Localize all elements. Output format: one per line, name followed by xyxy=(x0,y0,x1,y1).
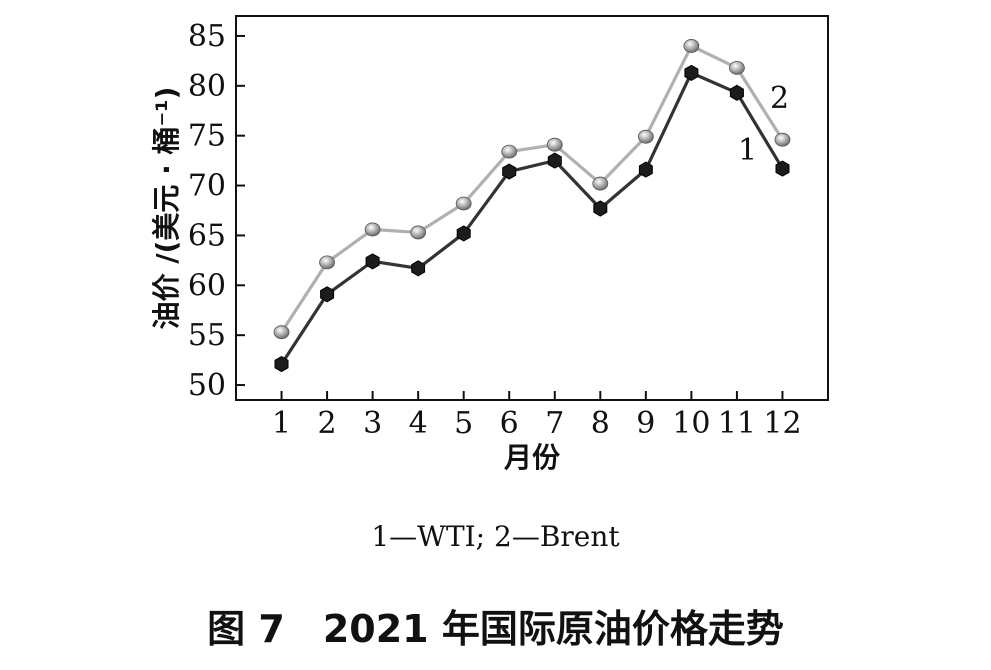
x-tick-label: 10 xyxy=(672,406,710,441)
y-tick-label: 80 xyxy=(188,69,226,104)
series-1-point xyxy=(684,64,699,81)
x-tick-label: 12 xyxy=(763,406,801,441)
y-tick-label: 50 xyxy=(188,368,226,403)
series-2-line xyxy=(280,44,784,334)
x-tick-label: 6 xyxy=(500,406,519,441)
series-1-point xyxy=(365,253,380,270)
series-1-point xyxy=(320,286,335,303)
figure-caption: 图 7 2021 年国际原油价格走势 xyxy=(207,607,784,651)
series-2-point xyxy=(774,132,791,147)
series-1-tag: 1 xyxy=(738,133,757,168)
x-tick-label: 1 xyxy=(272,406,291,441)
series-1-point xyxy=(411,260,426,277)
y-tick-label: 85 xyxy=(188,19,226,54)
y-tick-label: 60 xyxy=(188,268,226,303)
x-tick-label: 3 xyxy=(363,406,382,441)
series-2-point xyxy=(364,222,381,237)
y-tick-label: 55 xyxy=(188,318,226,353)
x-tick-label: 7 xyxy=(545,406,564,441)
y-axis: 50 55 60 65 70 75 80 85 xyxy=(188,19,245,403)
y-tick-label: 65 xyxy=(188,218,226,253)
series-2-point xyxy=(319,255,335,270)
series-1-point xyxy=(502,163,517,180)
y-axis-title: 油价 /(美元 · 桶⁻¹) xyxy=(150,87,183,330)
series-layer xyxy=(273,39,791,373)
series-2-point xyxy=(592,176,609,191)
x-tick-label: 5 xyxy=(454,406,473,441)
x-tick-label: 11 xyxy=(718,406,756,441)
series-2-point xyxy=(683,39,700,53)
series-2-point xyxy=(410,225,427,240)
series-1-point xyxy=(593,200,608,217)
y-tick-label: 75 xyxy=(188,119,226,154)
series-1-point xyxy=(547,152,562,169)
x-tick-label: 8 xyxy=(591,406,610,441)
series-1-point xyxy=(775,160,790,177)
series-2-point xyxy=(546,137,563,152)
series-2-point xyxy=(501,144,518,159)
series-1-point xyxy=(729,84,744,101)
series-1-point xyxy=(456,225,471,242)
series-1-line xyxy=(280,71,784,365)
x-tick-label: 4 xyxy=(409,406,428,441)
x-tick-label: 2 xyxy=(318,406,337,441)
plot-frame xyxy=(235,15,829,401)
series-2-point xyxy=(637,129,654,144)
series-2-point xyxy=(455,196,472,211)
legend-note: 1—WTI; 2—Brent xyxy=(371,520,620,553)
x-tick-label: 9 xyxy=(636,406,655,441)
x-axis-title: 月份 xyxy=(503,441,560,474)
series-2-point xyxy=(729,60,745,75)
series-1-point xyxy=(274,356,289,373)
series-2-point xyxy=(273,325,290,340)
x-axis: 1 2 3 4 5 6 7 8 9 10 11 12 xyxy=(272,391,802,441)
series-1-point xyxy=(638,161,653,178)
y-tick-label: 70 xyxy=(188,169,226,204)
series-2-tag: 2 xyxy=(770,81,789,116)
